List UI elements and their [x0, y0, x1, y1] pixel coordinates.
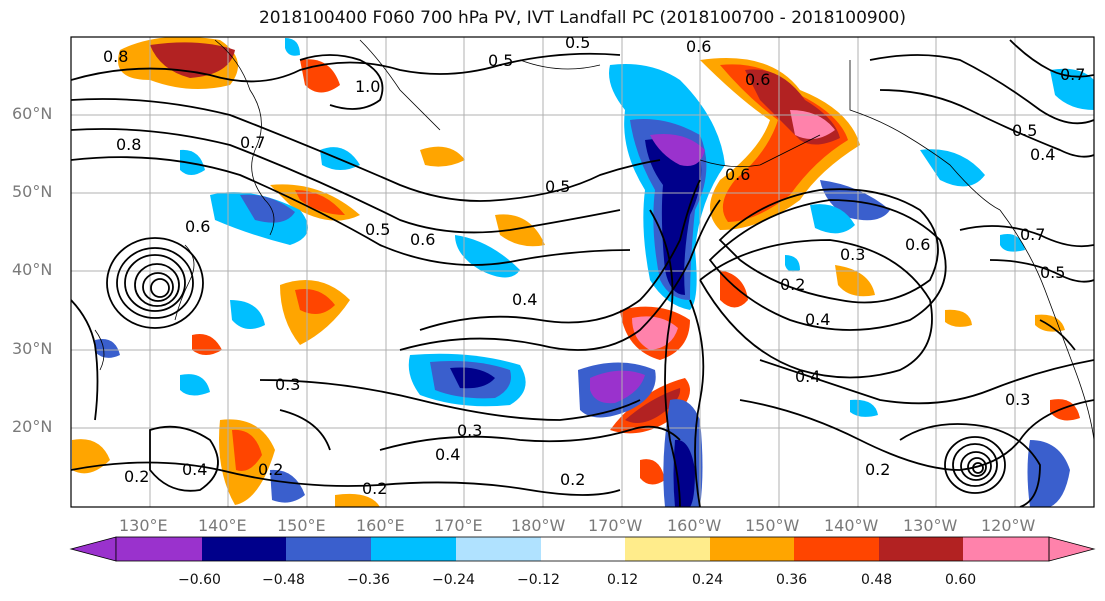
colorbar-tick-label: 0.48: [861, 572, 893, 588]
contour-label: 0.4: [805, 310, 830, 329]
longitude-label-130w: 130°W: [903, 516, 958, 535]
coastlines: [94, 39, 1094, 441]
longitude-label-180w: 180°W: [511, 516, 566, 535]
longitude-label-160w: 160°W: [667, 516, 722, 535]
pv-contours: [71, 39, 1094, 507]
colorbar-tick-label: −0.24: [432, 572, 475, 588]
colorbar-tick-label: −0.12: [517, 572, 560, 588]
contour-label: 0.5: [1040, 263, 1065, 282]
colorbar-bin: [710, 537, 794, 561]
colorbar-bin: [879, 537, 963, 561]
contour-label: 0.6: [185, 217, 210, 236]
longitude-label-130e: 130°E: [119, 516, 168, 535]
colorbar-bin: [116, 537, 202, 561]
colorbar-tick-label: 0.12: [607, 572, 639, 588]
contour-label: 0.4: [795, 367, 820, 386]
contour-label: 0.6: [410, 230, 435, 249]
colorbar-bin: [456, 537, 541, 561]
contour-label: 0.4: [1030, 145, 1055, 164]
contour-label: 0.5: [565, 33, 590, 52]
contour-label: 0.3: [275, 375, 300, 394]
contour-label: 0.6: [686, 37, 711, 56]
contour-label: 0.2: [124, 467, 149, 486]
pv-shading: [72, 37, 1094, 507]
longitude-label-150w: 150°W: [745, 516, 800, 535]
contour-labels: 0.5 0.6 0.5 1.0 0.8 0.7 0.8 0.6 0.5 0.6 …: [103, 33, 1085, 498]
contour-label: 0.4: [182, 460, 207, 479]
contour-label: 0.3: [1005, 390, 1030, 409]
latitude-label-30n: 30°N: [12, 339, 53, 358]
colorbar-extend-low: [69, 536, 117, 562]
contour-label: 0.7: [240, 133, 265, 152]
longitude-label-140w: 140°W: [824, 516, 879, 535]
colorbar-bin: [541, 537, 625, 561]
colorbar-bin: [963, 537, 1049, 561]
colorbar-bin: [286, 537, 371, 561]
latitude-label-50n: 50°N: [12, 182, 53, 201]
longitude-label-160e: 160°E: [356, 516, 405, 535]
longitude-label-140e: 140°E: [198, 516, 247, 535]
contour-label: 0.8: [103, 47, 128, 66]
contour-label: 0.2: [780, 275, 805, 294]
colorbar-tick-label: −0.48: [262, 572, 305, 588]
contour-label: 0.6: [745, 70, 770, 89]
contour-label: 0.2: [560, 470, 585, 489]
contour-label: 1.0: [355, 77, 380, 96]
contour-label: 0.5: [1012, 121, 1037, 140]
longitude-label-150e: 150°E: [277, 516, 326, 535]
contour-label: 0.2: [362, 479, 387, 498]
colorbar-bin: [625, 537, 710, 561]
map-frame: [70, 36, 1095, 508]
colorbar-bin: [371, 537, 456, 561]
colorbar-extend-high: [1048, 536, 1096, 562]
contour-label: 0.7: [1020, 225, 1045, 244]
contour-label: 0.5: [488, 51, 513, 70]
contour-label: 0.3: [457, 421, 482, 440]
contour-label: 0.4: [435, 445, 460, 464]
contour-label: 0.6: [725, 165, 750, 184]
colorbar-tick-label: 0.60: [945, 572, 977, 588]
colorbar-bin: [794, 537, 879, 561]
contour-label: 0.5: [545, 177, 570, 196]
colorbar-tick-label: 0.36: [776, 572, 808, 588]
latitude-label-40n: 40°N: [12, 260, 53, 279]
colorbar-bin: [202, 537, 286, 561]
colorbar-tick-label: 0.24: [692, 572, 724, 588]
contour-label: 0.6: [905, 235, 930, 254]
map-title: 2018100400 F060 700 hPa PV, IVT Landfall…: [258, 8, 906, 28]
contour-label: 0.7: [1060, 65, 1085, 84]
longitude-label-170e: 170°E: [434, 516, 483, 535]
colorbar-tick-label: −0.36: [347, 572, 390, 588]
latitude-label-20n: 20°N: [12, 417, 53, 436]
longitude-label-120w: 120°W: [981, 516, 1036, 535]
contour-label: 0.3: [840, 245, 865, 264]
colorbar: [69, 536, 1096, 562]
longitude-label-170w: 170°W: [588, 516, 643, 535]
contour-label: 0.5: [365, 220, 390, 239]
contour-label: 0.2: [865, 460, 890, 479]
colorbar-tick-label: −0.60: [178, 572, 221, 588]
contour-label: 0.4: [512, 290, 537, 309]
contour-label: 0.8: [116, 135, 141, 154]
contour-label: 0.2: [258, 460, 283, 479]
latitude-label-60n: 60°N: [12, 104, 53, 123]
